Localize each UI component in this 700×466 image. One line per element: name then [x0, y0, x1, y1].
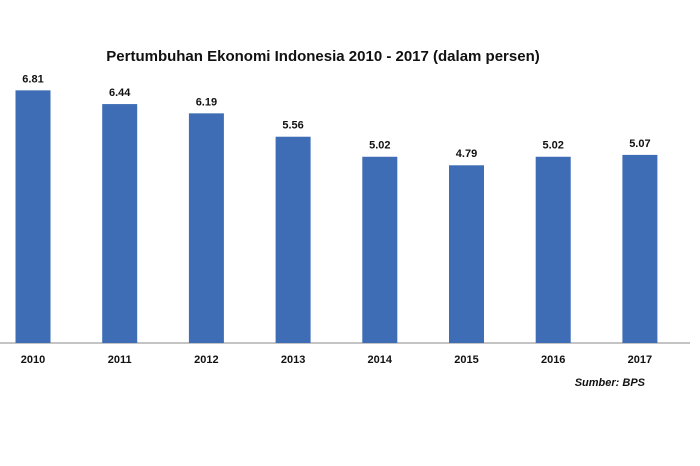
- value-label: 5.56: [282, 120, 303, 132]
- value-label: 5.02: [542, 140, 563, 152]
- bar: [15, 90, 51, 343]
- bar: [535, 156, 571, 343]
- value-label: 5.07: [629, 138, 650, 150]
- bar: [362, 156, 398, 343]
- x-tick-label: 2011: [108, 354, 132, 366]
- value-label: 6.44: [109, 87, 131, 99]
- bar: [275, 136, 311, 343]
- bar: [449, 165, 484, 343]
- bar: [622, 154, 658, 343]
- value-label: 6.19: [196, 96, 217, 108]
- x-tick-label: 2015: [454, 354, 478, 366]
- value-label: 4.79: [456, 148, 477, 160]
- x-tick-label: 2017: [628, 354, 652, 366]
- chart-title: Pertumbuhan Ekonomi Indonesia 2010 - 201…: [106, 48, 539, 65]
- x-tick-label: 2016: [541, 354, 565, 366]
- bar: [102, 104, 138, 344]
- value-label: 6.81: [22, 73, 43, 85]
- value-label: 5.02: [369, 140, 390, 152]
- x-tick-label: 2013: [281, 354, 305, 366]
- x-tick-label: 2010: [21, 354, 45, 366]
- x-tick-label: 2012: [194, 354, 218, 366]
- x-tick-label: 2014: [368, 354, 393, 366]
- bar: [188, 113, 224, 343]
- source-note: Sumber: BPS: [575, 377, 646, 389]
